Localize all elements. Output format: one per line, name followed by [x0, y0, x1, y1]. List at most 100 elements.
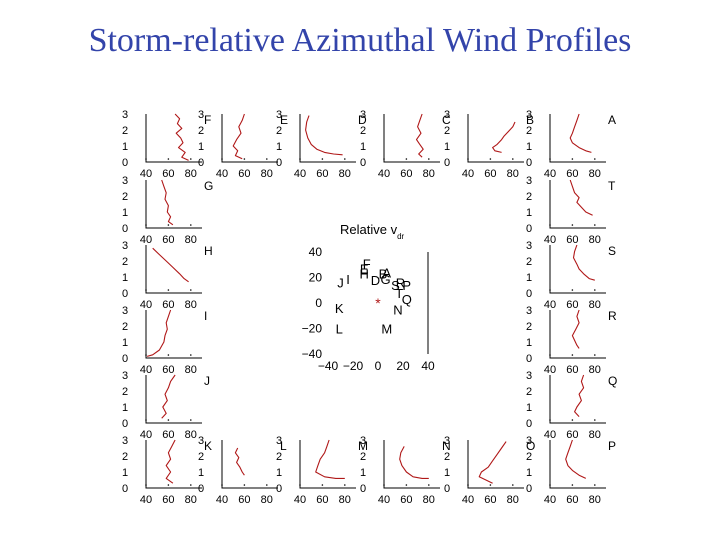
center-point-label: G	[380, 272, 390, 287]
panel-axes	[145, 180, 202, 229]
x-tick-mark	[190, 419, 192, 421]
x-tick-mark	[467, 484, 469, 486]
y-tick-label: 3	[526, 175, 532, 187]
x-tick-label: 80	[261, 168, 273, 180]
panel-label: L	[280, 439, 287, 453]
panel-axes	[383, 114, 440, 163]
panel-axes	[299, 114, 356, 163]
panel-label: I	[204, 309, 207, 323]
y-tick-label: 0	[360, 483, 366, 495]
x-tick-label: 40	[378, 168, 390, 180]
y-tick-label: 3	[122, 175, 128, 187]
x-tick-mark	[221, 484, 223, 486]
x-tick-mark	[489, 158, 492, 160]
x-tick-label: 60	[162, 494, 174, 506]
profile-line	[232, 113, 245, 160]
x-tick-mark	[145, 419, 147, 421]
profile-line	[565, 439, 587, 479]
y-tick-label: 1	[276, 467, 282, 479]
y-tick-label: 0	[444, 157, 450, 169]
profile-panel-q: 0 1 2 3 40 60 80 Q	[526, 370, 617, 441]
x-tick-label: 80	[423, 494, 435, 506]
center-point-label: K	[335, 301, 344, 316]
x-tick-mark	[571, 224, 574, 226]
panel-label: A	[608, 113, 616, 127]
profile-line	[478, 441, 507, 484]
panel-axes	[145, 114, 202, 163]
panel-axes	[145, 310, 202, 359]
y-tick-label: 3	[360, 435, 366, 447]
x-tick-label: 60	[316, 168, 328, 180]
y-tick-label: 3	[526, 370, 532, 382]
x-tick-label: 60	[566, 299, 578, 311]
x-tick-label: 40	[216, 494, 228, 506]
profile-panel-m: 0 1 2 3 40 60 80 M	[276, 435, 368, 506]
x-tick-label: 80	[589, 364, 601, 376]
y-tick-label: 1	[526, 402, 532, 414]
y-tick-label: 0	[198, 483, 204, 495]
profile-line	[165, 439, 176, 484]
center-point-label: A	[382, 265, 391, 280]
x-tick-mark	[299, 158, 301, 160]
center-point-label: N	[393, 302, 402, 317]
profile-line	[399, 446, 429, 479]
x-tick-label: 80	[507, 168, 519, 180]
panel-label: G	[204, 179, 213, 193]
y-tick-label: 2	[122, 321, 128, 333]
x-tick-label: 80	[339, 494, 351, 506]
x-tick-label: 80	[261, 494, 273, 506]
profile-panel-g: 0 1 2 3 40 60 80 G	[122, 175, 213, 246]
center-point-label: F	[363, 256, 371, 271]
y-tick-label: 3	[276, 435, 282, 447]
x-tick-mark	[299, 484, 301, 486]
y-tick-label: 0	[122, 288, 128, 300]
profile-line	[572, 244, 595, 281]
x-tick-label: 40	[294, 494, 306, 506]
center-point-label: M	[381, 322, 392, 337]
profile-line	[315, 439, 345, 479]
profile-line	[146, 309, 172, 357]
x-tick-label: 60	[566, 168, 578, 180]
y-tick-label: 2	[526, 191, 532, 203]
y-tick-label: 3	[122, 109, 128, 121]
y-tick-label: 2	[526, 125, 532, 137]
x-tick-label: 80	[185, 299, 197, 311]
center-point-label: R	[396, 276, 405, 291]
x-tick-label: 40	[140, 364, 152, 376]
x-tick-label: 60	[162, 234, 174, 246]
origin-marker: *	[375, 295, 381, 311]
center-point-label: H	[360, 267, 369, 282]
center-y-tick: −40	[302, 347, 323, 361]
center-point-label: I	[346, 272, 350, 287]
panel-label: K	[204, 439, 212, 453]
y-tick-label: 0	[276, 157, 282, 169]
y-tick-label: 2	[198, 125, 204, 137]
x-tick-mark	[243, 484, 246, 486]
center-x-tick: −40	[318, 359, 339, 373]
y-tick-label: 3	[122, 370, 128, 382]
x-tick-mark	[383, 484, 385, 486]
x-tick-label: 40	[140, 429, 152, 441]
profile-panel-n: 0 1 2 3 40 60 80 N	[360, 435, 451, 506]
x-tick-mark	[594, 224, 596, 226]
y-tick-label: 2	[122, 451, 128, 463]
y-tick-label: 2	[360, 451, 366, 463]
y-tick-label: 2	[360, 125, 366, 137]
x-tick-label: 40	[544, 494, 556, 506]
panel-axes	[467, 114, 524, 163]
slide-title: Storm-relative Azimuthal Wind Profiles	[88, 22, 632, 59]
x-tick-mark	[145, 484, 147, 486]
x-tick-label: 60	[162, 168, 174, 180]
x-tick-mark	[594, 484, 596, 486]
y-tick-label: 2	[122, 256, 128, 268]
y-tick-label: 1	[444, 467, 450, 479]
center-point-label: P	[402, 278, 411, 293]
x-tick-mark	[549, 354, 551, 356]
x-tick-mark	[266, 158, 268, 160]
profile-panel-c: 0 1 2 3 40 60 80 C	[360, 109, 451, 180]
x-tick-mark	[512, 484, 514, 486]
y-tick-label: 2	[122, 125, 128, 137]
y-tick-label: 3	[122, 240, 128, 252]
profile-line	[492, 121, 516, 153]
